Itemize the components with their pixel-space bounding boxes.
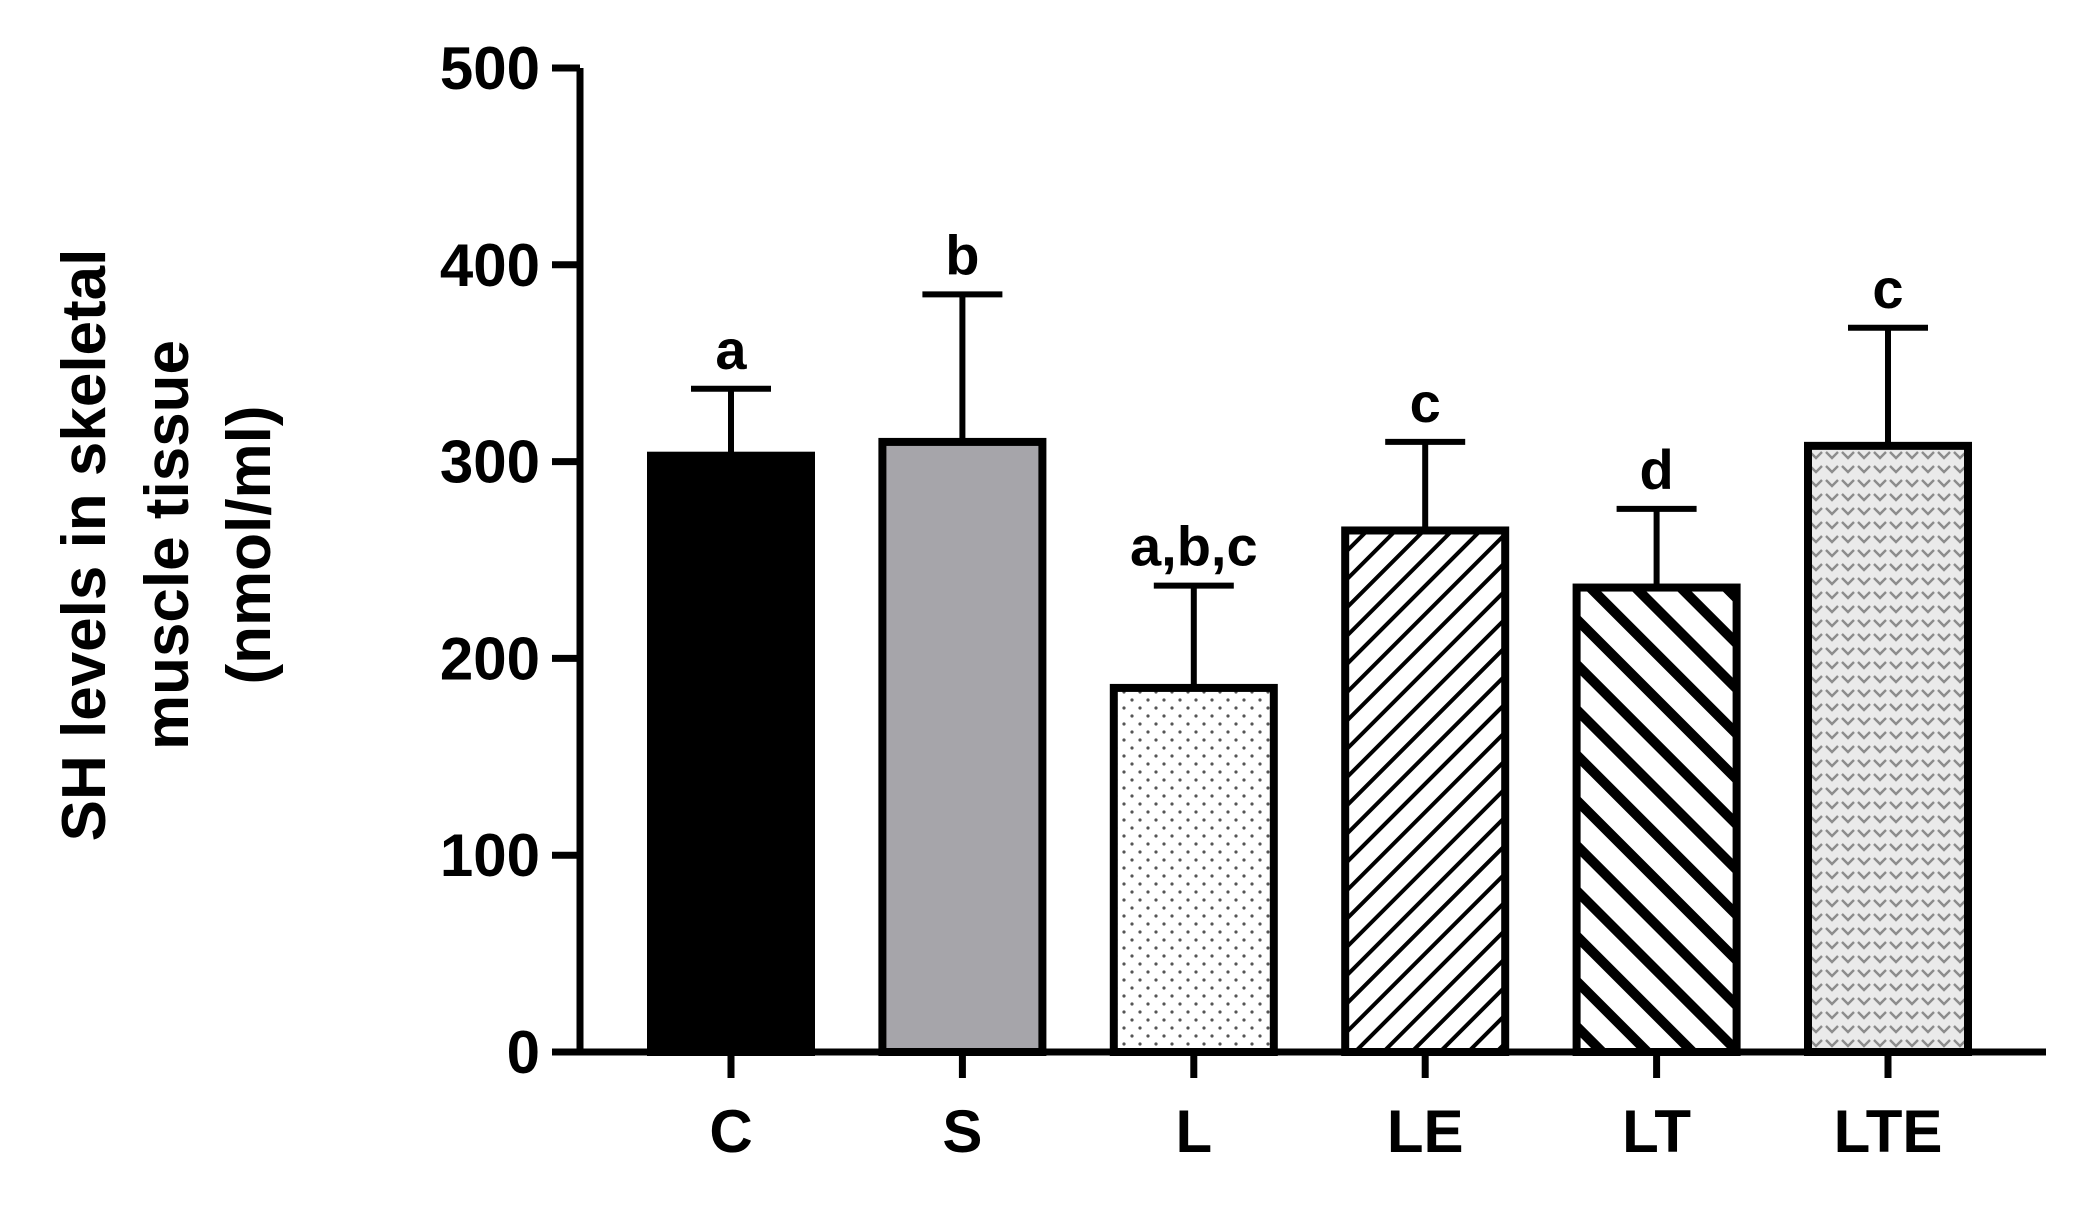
bar-s (878, 437, 1047, 1057)
y-axis-title-line-2: muscle tissue (133, 340, 202, 750)
significance-label-le: c (1410, 371, 1441, 434)
x-tick-label-l: L (1175, 1098, 1212, 1165)
x-axis-ticks: C S L LE LT LTE (709, 1052, 1942, 1165)
y-tick-label: 100 (440, 822, 540, 889)
y-tick-label: 300 (440, 429, 540, 496)
significance-label-lte: c (1872, 257, 1903, 320)
y-axis-title-line-3: (nmol/ml) (215, 406, 284, 685)
bar-lte (1804, 441, 1972, 1056)
y-tick-label: 500 (440, 35, 540, 102)
significance-label-c: a (715, 318, 747, 381)
bar-c (647, 451, 815, 1057)
x-tick-label-lt: LT (1622, 1098, 1691, 1165)
bar-lt (1572, 583, 1741, 1056)
y-tick-label: 400 (440, 232, 540, 299)
significance-label-s: b (945, 223, 979, 286)
significance-label-lt: d (1639, 438, 1673, 501)
x-tick-label-le: LE (1387, 1098, 1464, 1165)
y-axis-title: SH levels in skeletal muscle tissue (nmo… (50, 249, 284, 842)
y-axis-ticks: 0 100 200 300 400 500 (440, 35, 580, 1086)
bar-l (1109, 683, 1278, 1056)
significance-label-l: a,b,c (1130, 515, 1258, 578)
x-tick-label-c: C (709, 1098, 752, 1165)
y-tick-label: 0 (507, 1019, 540, 1086)
bars: a b a,b,c c d c (647, 223, 1972, 1057)
x-tick-label-s: S (942, 1098, 982, 1165)
bar-le (1341, 526, 1510, 1056)
x-tick-label-lte: LTE (1834, 1098, 1943, 1165)
y-axis-title-line-1: SH levels in skeletal (50, 249, 119, 842)
y-tick-label: 200 (440, 625, 540, 692)
